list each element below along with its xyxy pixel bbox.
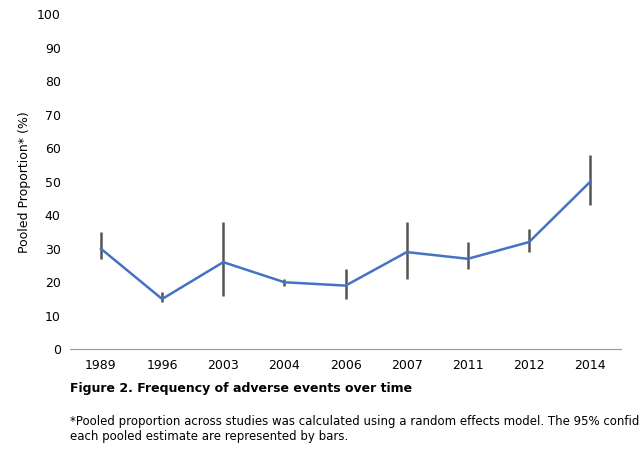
- Text: Figure 2. Frequency of adverse events over time: Figure 2. Frequency of adverse events ov…: [70, 382, 413, 396]
- Text: *Pooled proportion across studies was calculated using a random effects model. T: *Pooled proportion across studies was ca…: [70, 415, 640, 443]
- Y-axis label: Pooled Proportion* (%): Pooled Proportion* (%): [19, 111, 31, 253]
